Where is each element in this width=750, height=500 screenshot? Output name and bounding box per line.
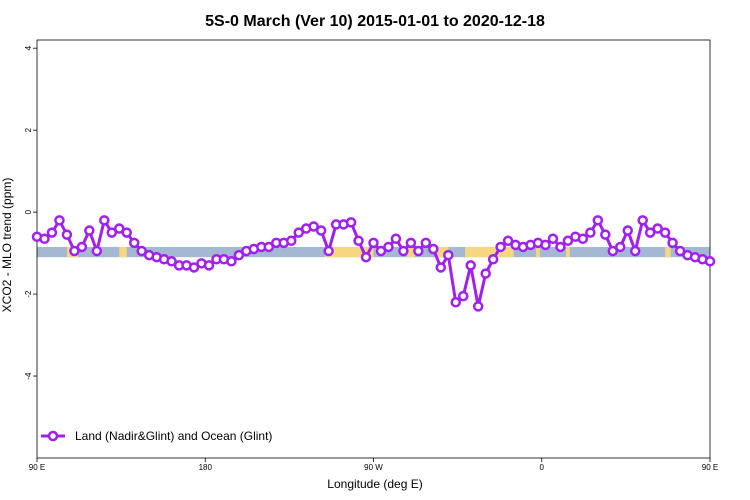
data-point [472,301,484,312]
data-point [644,227,656,238]
data-point [704,256,716,267]
data-point [76,241,88,253]
data-point [136,245,147,257]
land-band-segment [566,246,570,258]
data-point [487,253,499,265]
data-point [106,227,118,238]
data-point [188,262,200,273]
data-point [585,227,596,238]
data-point [547,233,559,245]
data-point [413,245,424,257]
data-point [443,249,454,261]
land-band-segment [437,246,449,258]
data-point [353,235,364,247]
land-band-segment [119,246,127,258]
x-axis-label: Longitude (deg E) [327,477,422,491]
data-point [540,239,551,251]
data-point [360,251,372,263]
data-point [577,233,589,245]
data-point [121,227,132,238]
x-tick-label: 0 [540,463,545,472]
legend-label: Land (Nadir&Glint) and Ocean (Glint) [75,429,272,443]
data-point [420,237,432,249]
land-band-segment [536,246,540,258]
axis-ticks: 90 E 180 90 W 0 90 E 4 2 0 -2 -4 [24,45,718,472]
data-point [323,245,334,257]
data-point [114,223,125,234]
data-point [91,245,103,257]
x-tick-label: 180 [199,463,213,472]
data-point [166,256,177,267]
data-point [555,241,566,253]
data-point [405,237,417,249]
data-point [61,229,73,240]
data-point [450,297,462,308]
y-tick-label: 0 [24,209,33,214]
data-point [428,243,439,255]
data-point [637,215,648,226]
land-band-segment [407,246,415,258]
y-tick-label: -2 [24,290,33,298]
data-point [435,262,447,273]
data-point [226,256,237,267]
data-point [390,233,402,245]
data-point [495,241,506,253]
y-axis-label: XCO2 - MLO trend (ppm) [0,178,14,313]
data-point [465,260,476,271]
data-point [54,215,65,226]
x-tick-label: 90 W [364,463,383,472]
data-point [622,225,633,236]
data-point [398,245,409,257]
data-point [502,235,514,247]
data-point [308,221,319,232]
data-point [368,237,379,249]
y-tick-label: 4 [24,45,33,50]
chart-title: 5S-0 March (Ver 10) 2015-01-01 to 2020-1… [205,13,545,30]
y-tick-label: -4 [24,372,33,380]
data-point [652,223,663,234]
legend-marker-swatch [47,430,59,442]
data-point [615,241,626,253]
data-point [592,215,604,226]
data-point [562,235,574,247]
data-point [674,245,686,257]
land-band-segment [665,246,671,258]
data-point [383,241,394,253]
land-band-segment [324,246,374,258]
data-point [84,225,95,236]
data-point [375,245,387,257]
data-point [69,245,80,257]
data-point [667,237,678,249]
data-point [99,215,110,226]
data-point [233,249,245,261]
y-tick-label: 2 [24,127,33,132]
data-point [46,227,58,238]
series-layer [31,215,716,312]
data-point [128,237,140,249]
x-tick-label: 90 E [702,463,718,472]
data-point [203,260,215,271]
data-point [263,241,275,253]
data-point [457,290,469,302]
data-point [607,245,619,257]
data-point [39,233,50,245]
data-point [345,217,357,228]
data-point [480,268,491,279]
data-point [659,227,671,238]
data-point [285,235,297,247]
land-band-segment [465,246,514,258]
legend: Land (Nadir&Glint) and Ocean (Glint) [41,429,272,443]
x-tick-label: 90 E [29,463,45,472]
data-point [629,245,641,257]
data-point [315,225,327,236]
data-point [600,229,611,240]
data-point [293,227,304,238]
